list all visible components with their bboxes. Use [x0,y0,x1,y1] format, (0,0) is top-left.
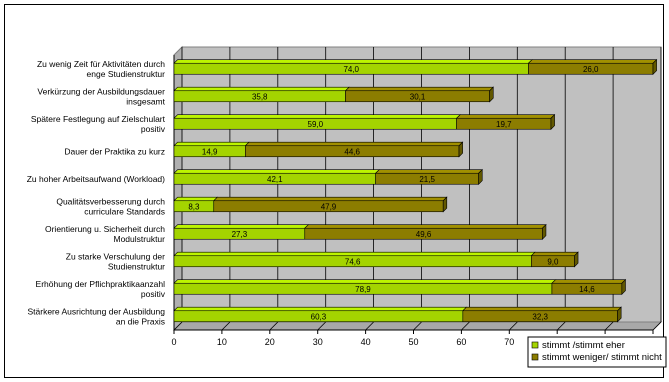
category-label: Erhöhung der Pflichpraktikaanzahl [36,279,166,289]
bar-top-face [304,224,547,229]
bar-side-face [542,223,547,240]
data-label: 78,9 [355,285,371,294]
category-label: Zu starke Verschulung der [66,251,165,261]
bar-top-face [173,251,536,257]
gridline-floor [652,321,662,331]
data-label: 26,0 [583,65,599,74]
category-label: positiv [141,289,166,299]
x-tick-label: 0 [171,337,176,347]
bar-side-face [621,278,626,295]
gridline-floor [413,321,422,331]
gridline-floor [461,321,470,331]
category-label: Spätere Festlegung auf Zielschulart [31,114,166,124]
category-label: curriculare Standards [84,206,165,216]
data-label: 14,6 [579,285,595,294]
category-label: Dauer der Praktika zu kurz [64,146,165,156]
data-label: 42,1 [267,175,283,184]
x-tick-label: 10 [217,337,227,347]
category-label: positiv [141,124,166,134]
bar-top-face [530,251,579,257]
bar-side-face [489,86,494,103]
data-label: 47,9 [321,202,337,211]
category-label: Stärkere Ausrichtung der Ausbildung [27,306,165,316]
bar-side-face [442,196,448,213]
bar-side-face [478,168,483,185]
category-label: Zu wenig Zeit für Aktivitäten durch [37,59,165,69]
gridline-floor [221,321,231,331]
data-label: 49,6 [416,230,432,239]
bar-top-face [173,306,468,312]
bar-side-face [458,141,463,158]
category-label: Orientierung u. Sicherheit durch [45,224,165,234]
data-label: 21,5 [419,175,435,184]
x-tick-label: 60 [456,337,466,347]
bar-top-face [173,141,250,147]
gridline-floor [556,321,566,331]
category-label: Modulstruktur [114,234,166,244]
bar-top-face [173,169,380,174]
data-label: 60,3 [311,312,327,321]
data-label: 8,3 [188,202,200,211]
x-tick-label: 40 [361,337,371,347]
gridline-floor [604,321,614,331]
data-label: 32,3 [532,312,548,321]
data-label: 59,0 [308,120,324,129]
bar-side-face [652,58,657,75]
data-label: 30,1 [410,92,426,101]
data-label: 44,6 [344,147,360,156]
category-label: insgesamt [126,96,165,106]
data-label: 74,6 [345,257,361,266]
data-label: 74,0 [343,65,359,74]
legend-swatch [531,353,539,361]
x-tick-label: 20 [265,337,275,347]
legend-label: stimmt weniger/ stimmt nicht [542,352,662,363]
bar-top-face [173,114,461,119]
category-label: enge Studienstruktur [87,69,166,79]
bar-top-face [551,279,627,284]
bar-top-face [527,59,658,64]
bar-top-face [462,306,622,312]
legend-label: stimmt /stimmt eher [542,340,625,351]
category-label: Verkürzung der Ausbildungsdauer [37,86,165,96]
data-label: 35,8 [252,92,268,101]
x-tick-label: 30 [313,337,323,347]
bar-top-face [173,86,350,92]
bar-top-face [455,114,556,119]
x-tick-label: 50 [408,337,418,347]
legend-swatch [531,341,539,349]
bar-top-face [244,141,464,147]
bar-top-face [173,196,219,202]
bar-side-face [550,113,555,130]
bar-top-face [344,86,494,92]
bar-side-face [617,306,622,323]
bar-top-face [374,169,483,174]
bar-top-face [173,59,533,64]
category-label: an die Praxis [116,316,165,326]
legend-box [527,336,667,368]
category-label: Qualitätsverbesserung durch [56,196,165,206]
gridline-floor [269,321,279,331]
x-tick-label: 70 [504,337,514,347]
gridline-floor [509,321,518,331]
category-label: Zu hoher Arbeitsaufwand (Workload) [27,174,165,184]
bar-top-face [173,279,557,284]
bar-side-face [574,251,579,268]
gridline-floor [317,321,326,331]
bar-top-face [213,196,448,202]
gridline-floor [365,321,374,331]
gridline-floor [173,321,183,331]
data-label: 19,7 [496,120,512,129]
category-label: Studienstruktur [108,261,165,271]
data-label: 27,3 [232,230,248,239]
data-label: 14,9 [202,147,218,156]
bar-top-face [173,224,310,229]
data-label: 9,0 [547,257,559,266]
